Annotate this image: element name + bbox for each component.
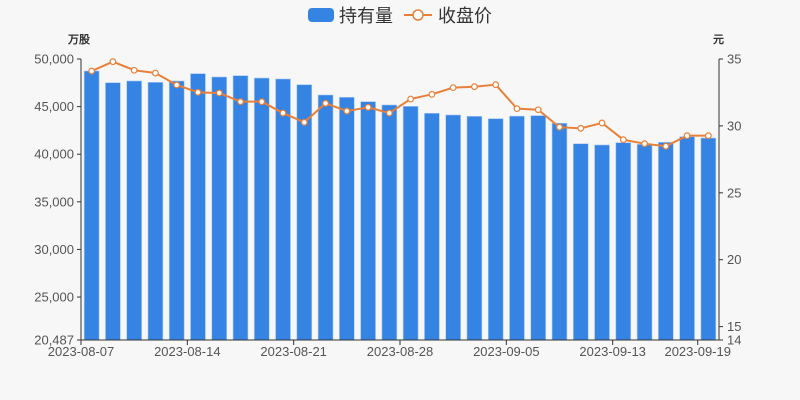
svg-text:30,000: 30,000 — [34, 242, 74, 257]
holding-bar[interactable] — [232, 75, 249, 341]
svg-text:2023-08-21: 2023-08-21 — [260, 344, 327, 359]
svg-text:50,000: 50,000 — [34, 52, 74, 67]
holding-bar[interactable] — [254, 77, 270, 341]
legend-label-holdings: 持有量 — [339, 6, 393, 26]
holding-bar[interactable] — [105, 82, 121, 341]
holding-bar[interactable] — [381, 104, 398, 341]
svg-text:30: 30 — [727, 118, 741, 133]
price-point[interactable] — [300, 118, 308, 126]
line-marker-icon — [404, 9, 432, 21]
price-point[interactable] — [428, 90, 436, 98]
svg-text:20,487: 20,487 — [34, 333, 74, 348]
price-point[interactable] — [279, 109, 287, 117]
close-price-line — [88, 58, 712, 150]
holding-bar[interactable] — [636, 144, 653, 341]
price-point[interactable] — [407, 95, 415, 103]
holding-bar[interactable] — [190, 73, 206, 341]
svg-text:25: 25 — [727, 185, 741, 200]
right-axis-unit: 元 — [713, 34, 724, 46]
price-point[interactable] — [577, 124, 585, 132]
holding-bar[interactable] — [679, 136, 695, 341]
holding-bar[interactable] — [615, 142, 632, 341]
price-point[interactable] — [704, 132, 712, 140]
holding-bar[interactable] — [700, 137, 717, 341]
holding-bar[interactable] — [551, 122, 568, 341]
left-axis-unit: 万股 — [68, 34, 90, 46]
svg-text:2023-08-14: 2023-08-14 — [154, 344, 221, 359]
holding-bar[interactable] — [275, 78, 291, 341]
svg-text:40,000: 40,000 — [34, 147, 74, 162]
price-point[interactable] — [109, 58, 117, 66]
price-point[interactable] — [258, 98, 266, 106]
legend-item-close-price[interactable]: 收盘价 — [403, 2, 492, 28]
holding-bar[interactable] — [445, 114, 461, 341]
svg-text:2023-08-28: 2023-08-28 — [367, 344, 434, 359]
price-point[interactable] — [322, 99, 329, 107]
price-point[interactable] — [364, 103, 372, 111]
svg-text:2023-09-05: 2023-09-05 — [473, 344, 540, 359]
holding-bar[interactable] — [147, 82, 164, 341]
price-point[interactable] — [641, 140, 648, 148]
holding-bar[interactable] — [211, 76, 227, 341]
axes: 50,000 45,000 40,000 35,000 30,000 25,000 20,4… — [34, 52, 741, 360]
price-point[interactable] — [471, 83, 478, 91]
holding-bar[interactable] — [83, 70, 100, 341]
price-point[interactable] — [343, 107, 351, 115]
svg-text:2023-09-13: 2023-09-13 — [579, 344, 646, 359]
price-point[interactable] — [173, 81, 181, 89]
price-point[interactable] — [492, 81, 500, 89]
holding-bar[interactable] — [126, 80, 142, 341]
price-point[interactable] — [130, 66, 138, 74]
svg-text:45,000: 45,000 — [34, 99, 74, 114]
price-point[interactable] — [619, 136, 627, 144]
holding-bar[interactable] — [402, 106, 419, 341]
price-point[interactable] — [194, 88, 202, 96]
holding-bar[interactable] — [658, 142, 674, 341]
price-point[interactable] — [385, 109, 393, 117]
price-point[interactable] — [513, 105, 521, 113]
price-point[interactable] — [152, 69, 159, 77]
bar-swatch-icon — [308, 8, 334, 22]
price-point[interactable] — [215, 89, 223, 97]
price-point[interactable] — [88, 67, 96, 75]
holding-bar[interactable] — [360, 101, 376, 341]
holdings-bars — [83, 70, 717, 341]
price-point[interactable] — [534, 106, 542, 114]
legend: 持有量 收盘价 — [0, 2, 800, 28]
holding-bar[interactable] — [424, 112, 440, 341]
svg-text:35,000: 35,000 — [34, 194, 74, 209]
holding-bar[interactable] — [594, 144, 610, 341]
svg-text:20: 20 — [727, 252, 741, 267]
legend-item-holdings[interactable]: 持有量 — [308, 2, 393, 28]
holding-bar[interactable] — [339, 96, 355, 341]
holding-bar[interactable] — [530, 115, 546, 341]
holding-bar[interactable] — [573, 143, 589, 341]
svg-text:25,000: 25,000 — [34, 290, 74, 305]
svg-text:15: 15 — [727, 319, 741, 334]
svg-text:2023-08-07: 2023-08-07 — [48, 344, 115, 359]
price-point[interactable] — [237, 98, 244, 106]
price-point[interactable] — [449, 84, 457, 92]
svg-text:14: 14 — [727, 333, 741, 348]
legend-label-close-price: 收盘价 — [438, 6, 492, 26]
holding-bar[interactable] — [509, 115, 525, 341]
holding-bar[interactable] — [487, 118, 504, 341]
holding-bar[interactable] — [317, 94, 334, 341]
svg-text:2023-09-19: 2023-09-19 — [664, 344, 731, 359]
holding-bar[interactable] — [466, 116, 483, 341]
svg-text:35: 35 — [727, 52, 741, 67]
holding-bar[interactable] — [168, 80, 185, 341]
price-point[interactable] — [598, 119, 606, 127]
price-point[interactable] — [556, 123, 563, 131]
price-point[interactable] — [683, 132, 691, 140]
price-point[interactable] — [662, 142, 670, 150]
